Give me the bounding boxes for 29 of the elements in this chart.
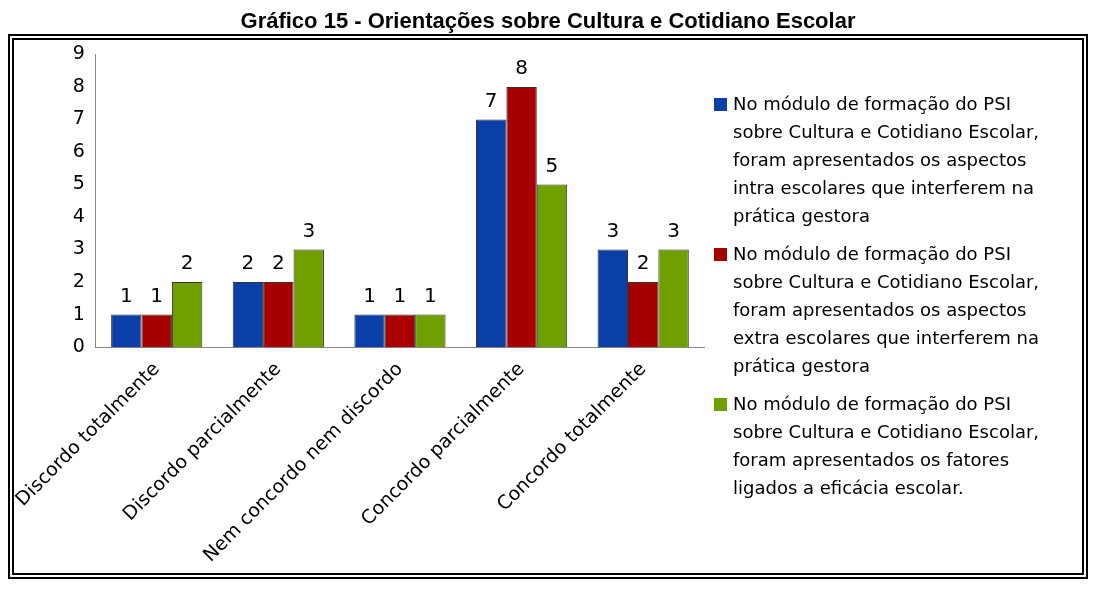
data-label: 1	[363, 282, 376, 307]
y-tick-label: 8	[72, 73, 85, 96]
y-tick-label: 7	[72, 106, 85, 129]
data-label: 2	[180, 250, 194, 275]
y-tick-label: 4	[72, 203, 85, 226]
y-tick-label: 3	[72, 236, 85, 259]
data-label: 3	[606, 217, 620, 242]
data-label: 1	[150, 282, 164, 307]
data-label: 5	[545, 152, 559, 177]
data-label: 2	[271, 250, 285, 275]
data-label: 1	[119, 282, 133, 307]
data-label: 7	[484, 87, 498, 112]
data-label: 2	[241, 250, 255, 275]
y-tick-label: 1	[72, 301, 85, 324]
data-label: 1	[393, 282, 407, 307]
data-label: 2	[636, 250, 650, 275]
legend-label: No módulo de formação do PSI sobre Cultura e Cotidiano Escolar, foram apresentados os fatores ligados a eficácia escolar.	[733, 392, 1041, 500]
data-label: 3	[667, 217, 680, 242]
chart-title: Gráfico 15 - Orientações sobre Cultura e Cotidiano Escolar	[239, 8, 857, 34]
y-tick-label: 5	[72, 171, 85, 194]
y-tick-label: 0	[72, 334, 85, 357]
legend-label: No módulo de formação do PSI sobre Cultura e Cotidiano Escolar, foram apresentados os aspectos extra escolares que interferem na prática gestora	[733, 242, 1041, 378]
y-tick-label: 6	[72, 138, 85, 161]
y-tick-label: 2	[72, 269, 85, 292]
data-label: 8	[515, 55, 528, 80]
data-label: 1	[423, 282, 437, 307]
y-tick-label: 9	[72, 41, 85, 64]
legend-label: No módulo de formação do PSI sobre Cultura e Cotidiano Escolar, foram apresentados os aspectos intra escolares que interferem na prática gestora	[733, 92, 1041, 228]
data-label: 3	[302, 217, 316, 242]
